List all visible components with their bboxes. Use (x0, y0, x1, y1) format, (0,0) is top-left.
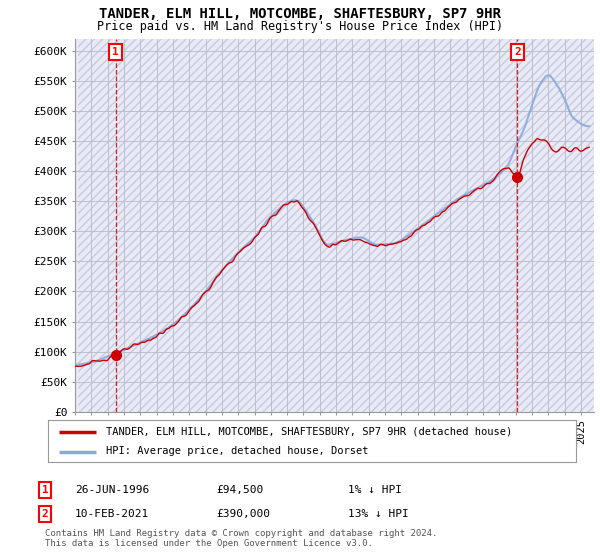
Text: £390,000: £390,000 (216, 509, 270, 519)
Text: 2: 2 (41, 509, 49, 519)
Text: Price paid vs. HM Land Registry's House Price Index (HPI): Price paid vs. HM Land Registry's House … (97, 20, 503, 32)
Text: Contains HM Land Registry data © Crown copyright and database right 2024.
This d: Contains HM Land Registry data © Crown c… (45, 529, 437, 548)
Text: £94,500: £94,500 (216, 485, 263, 495)
Text: 1% ↓ HPI: 1% ↓ HPI (348, 485, 402, 495)
Text: 1: 1 (112, 47, 119, 57)
Text: HPI: Average price, detached house, Dorset: HPI: Average price, detached house, Dors… (106, 446, 368, 456)
Text: 13% ↓ HPI: 13% ↓ HPI (348, 509, 409, 519)
Text: TANDER, ELM HILL, MOTCOMBE, SHAFTESBURY, SP7 9HR: TANDER, ELM HILL, MOTCOMBE, SHAFTESBURY,… (99, 7, 501, 21)
Text: 10-FEB-2021: 10-FEB-2021 (75, 509, 149, 519)
Text: TANDER, ELM HILL, MOTCOMBE, SHAFTESBURY, SP7 9HR (detached house): TANDER, ELM HILL, MOTCOMBE, SHAFTESBURY,… (106, 427, 512, 437)
Text: 1: 1 (41, 485, 49, 495)
Text: 26-JUN-1996: 26-JUN-1996 (75, 485, 149, 495)
Text: 2: 2 (514, 47, 521, 57)
